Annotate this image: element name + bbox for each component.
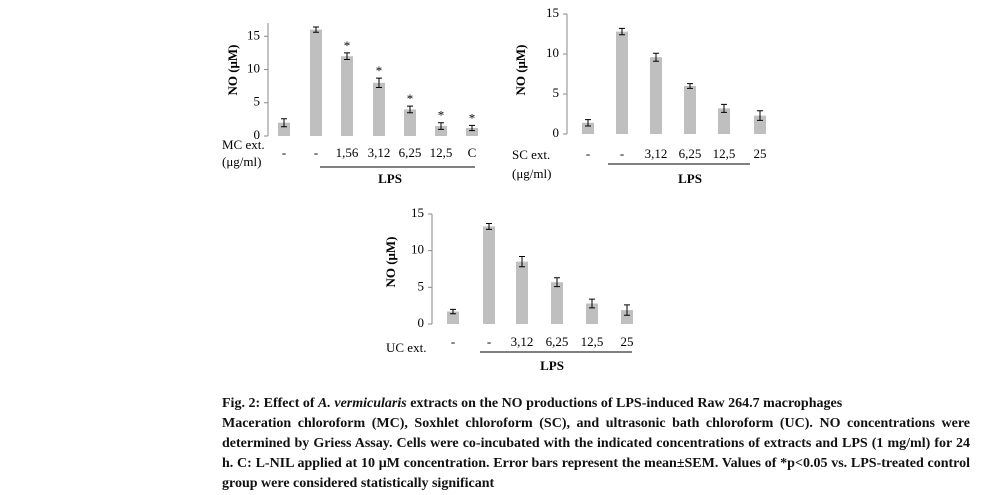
error-bar [687, 83, 693, 89]
bar [551, 282, 563, 324]
x-tick-label: - [282, 145, 286, 160]
bar [466, 128, 478, 136]
caption-body: Maceration chloroform (MC), Soxhlet chlo… [222, 416, 970, 491]
error-bar [624, 304, 630, 316]
bar [310, 29, 322, 137]
bar [516, 261, 528, 324]
y-tick-label: 0 [553, 125, 560, 140]
x-tick-label: 12,5 [581, 334, 604, 349]
bar [650, 57, 662, 135]
x-tick-label: 6,25 [679, 146, 702, 161]
bar [718, 108, 730, 134]
error-bar [619, 27, 625, 36]
group-label: UC ext. [386, 340, 426, 355]
bracket-label: LPS [378, 171, 402, 186]
y-tick-label: 10 [411, 242, 424, 257]
bar [373, 82, 385, 136]
significance-marker: * [469, 110, 476, 125]
y-axis-label: NO (μM) [383, 236, 398, 287]
x-tick-label: 3,12 [511, 334, 534, 349]
y-tick-label: 5 [553, 85, 560, 100]
y-tick-label: 5 [418, 278, 425, 293]
x-tick-label: 25 [754, 146, 767, 161]
bracket-label: LPS [540, 358, 564, 373]
y-axis-label: NO (μM) [225, 44, 240, 95]
error-bar [281, 118, 287, 128]
error-bar [469, 124, 475, 132]
significance-marker: * [438, 108, 445, 123]
bar [447, 311, 459, 324]
error-bar [407, 105, 413, 114]
x-tick-label: 6,25 [546, 334, 569, 349]
error-bar [653, 52, 659, 62]
title-part: A. vermicularis [318, 396, 407, 411]
group-label: SC ext. [512, 147, 550, 162]
x-tick-label: 3,12 [368, 145, 391, 160]
caption-title: Fig. 2: Effect of A. vermicularis extrac… [222, 394, 970, 414]
group-label: (μg/ml) [222, 154, 261, 169]
y-axis-label: NO (μM) [513, 44, 528, 95]
error-bar [554, 277, 560, 288]
error-bar [589, 298, 595, 309]
title-part: Fig. 2: Effect of [222, 396, 319, 411]
title-part: extracts on the NO productions of LPS-in… [406, 396, 843, 411]
bar [404, 109, 416, 136]
x-tick-label: 6,25 [399, 145, 422, 160]
error-bar [519, 256, 525, 268]
bar [435, 126, 447, 136]
error-bar [486, 223, 492, 230]
bar [684, 86, 696, 134]
x-tick-label: 25 [621, 334, 634, 349]
group-label: MC ext. [222, 137, 265, 152]
x-tick-label: - [487, 334, 491, 349]
y-tick-label: 15 [546, 5, 559, 20]
x-tick-label: - [620, 146, 624, 161]
y-tick-label: 10 [247, 61, 260, 76]
significance-marker: * [407, 91, 414, 106]
significance-marker: * [376, 63, 383, 78]
x-tick-label: - [314, 145, 318, 160]
bar [483, 226, 495, 324]
y-tick-label: 0 [418, 315, 425, 330]
bar [586, 303, 598, 324]
error-bar [757, 110, 763, 121]
bar [278, 122, 290, 136]
y-tick-label: 10 [546, 45, 559, 60]
bar [341, 56, 353, 137]
error-bar [376, 77, 382, 88]
group-label: (μg/ml) [512, 166, 551, 181]
y-tick-label: 5 [254, 94, 261, 109]
bar [582, 122, 594, 134]
x-tick-label: - [451, 334, 455, 349]
x-tick-label: C [468, 145, 477, 160]
bar [621, 310, 633, 324]
x-tick-label: 12,5 [430, 145, 453, 160]
x-tick-label: 3,12 [645, 146, 668, 161]
bar [616, 31, 628, 135]
error-bar [450, 308, 456, 315]
x-tick-label: - [586, 146, 590, 161]
error-bar [721, 103, 727, 113]
y-tick-label: 15 [247, 27, 260, 42]
y-tick-label: 0 [254, 127, 261, 142]
error-bar [438, 122, 444, 130]
error-bar [585, 119, 591, 127]
significance-marker: * [344, 38, 351, 53]
x-tick-label: 1,56 [336, 145, 359, 160]
x-tick-label: 12,5 [713, 146, 736, 161]
bracket-label: LPS [678, 171, 702, 186]
y-tick-label: 15 [411, 205, 424, 220]
error-bar [313, 26, 319, 33]
charts: 0 5 10 15 NO (μM) - - * 1,56 * 3,12 * 6,25 * 12,5 * C MC … [222, 5, 767, 373]
error-bar [344, 52, 350, 61]
